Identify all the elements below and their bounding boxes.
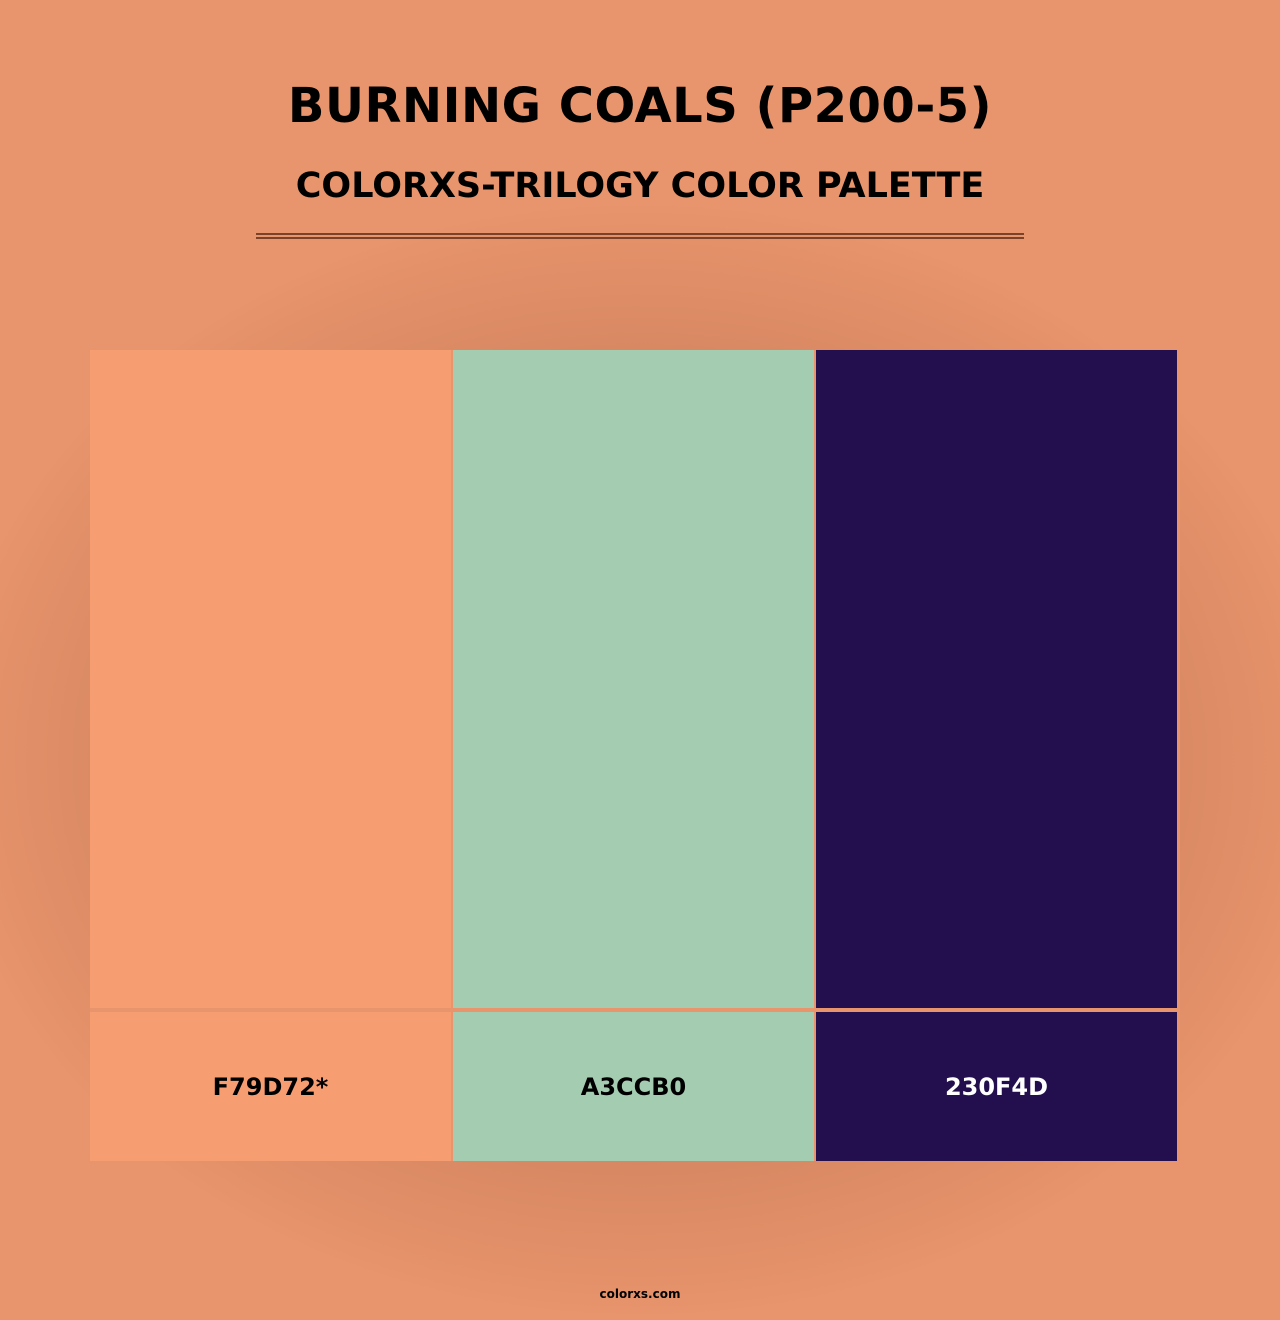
color-swatch[interactable] (90, 350, 451, 1008)
color-code: 230F4D (816, 1012, 1177, 1161)
color-column: F79D72* (90, 350, 451, 1161)
color-swatch[interactable] (453, 350, 814, 1008)
page-title: BURNING COALS (P200-5) (287, 78, 993, 134)
palette: F79D72* A3CCB0 230F4D (90, 350, 1180, 1161)
color-column: 230F4D (816, 350, 1177, 1161)
page-subtitle: COLORXS-TRILOGY COLOR PALETTE (295, 166, 985, 206)
divider (256, 237, 1024, 239)
color-swatch[interactable] (816, 350, 1177, 1008)
color-code: F79D72* (90, 1012, 451, 1161)
divider (256, 233, 1024, 235)
color-column: A3CCB0 (453, 350, 814, 1161)
color-code: A3CCB0 (453, 1012, 814, 1161)
footer-site-link[interactable]: colorxs.com (599, 1287, 681, 1301)
